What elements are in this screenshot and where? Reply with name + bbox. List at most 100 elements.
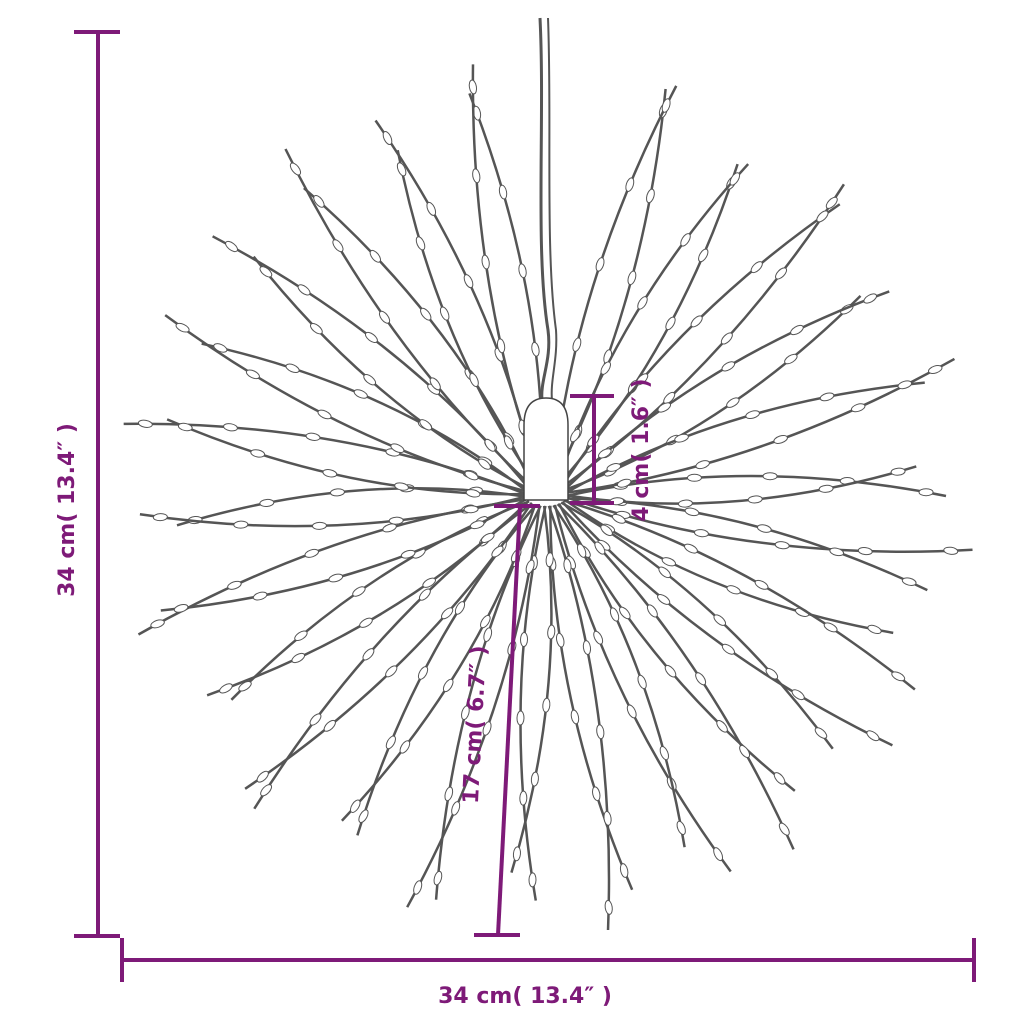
led-bulb: [928, 365, 943, 374]
led-bulb: [516, 710, 525, 726]
center-cap: [523, 397, 569, 501]
led-bulb: [600, 361, 611, 375]
led-bulb: [775, 267, 788, 280]
light-ray: [557, 503, 796, 792]
led-bulb: [496, 338, 506, 354]
led-bulb: [369, 249, 381, 263]
led-bulb: [400, 549, 416, 559]
led-bulb: [461, 705, 470, 721]
led-bulb: [680, 233, 691, 247]
led-bulb: [480, 532, 495, 543]
led-bulb: [825, 196, 838, 209]
light-ray: [374, 119, 539, 488]
led-bulb: [664, 664, 677, 678]
cap-height-dimension: 4 cm( 1.6″ ): [570, 378, 654, 522]
led-bulb: [576, 543, 587, 558]
led-bulb: [713, 847, 724, 862]
led-bulb: [238, 680, 252, 692]
led-bulb: [468, 79, 478, 95]
led-bulb: [582, 640, 592, 655]
led-bulb: [480, 614, 491, 629]
led-bulb: [323, 719, 336, 732]
led-bulb: [729, 172, 741, 186]
led-bulb: [382, 523, 397, 533]
led-bulb: [310, 323, 323, 335]
led-bulb: [570, 709, 580, 725]
led-bulb: [433, 870, 443, 886]
led-bulb: [478, 458, 491, 470]
led-bulb: [352, 586, 366, 597]
light-ray: [559, 203, 841, 490]
led-bulb: [857, 546, 873, 556]
light-ray: [201, 342, 529, 494]
led-bulb: [676, 820, 686, 836]
led-bulb: [441, 607, 454, 620]
power-cable: [538, 17, 551, 401]
led-bulb: [745, 410, 760, 420]
led-bulb: [600, 524, 613, 537]
led-bulb: [396, 162, 407, 177]
led-bulb: [713, 614, 727, 626]
led-bulb: [823, 622, 838, 633]
led-bulb: [454, 601, 466, 615]
led-bulb: [297, 284, 311, 296]
led-bulb: [491, 545, 504, 558]
led-bulb: [252, 591, 268, 601]
light-ray: [563, 499, 916, 691]
led-bulb: [818, 484, 834, 493]
led-bulb: [716, 720, 728, 733]
led-bulb: [819, 392, 835, 402]
height-label: 34 cm( 13.4″ ): [55, 423, 80, 597]
led-bulb: [530, 771, 539, 787]
led-bulb: [890, 467, 906, 476]
led-bulb: [353, 389, 368, 399]
led-bulb: [463, 505, 479, 514]
led-bulb: [658, 566, 671, 579]
led-bulb: [173, 603, 189, 613]
led-bulb: [867, 624, 882, 635]
led-bulb: [363, 374, 377, 386]
led-bulb: [388, 516, 404, 525]
led-bulb: [518, 263, 527, 279]
led-bulb: [177, 422, 193, 432]
led-bulb: [150, 619, 165, 629]
led-bulb: [451, 801, 461, 816]
led-bulb: [661, 98, 671, 113]
led-bulb: [684, 507, 700, 517]
led-bulb: [747, 495, 763, 504]
width-label: 34 cm( 13.4″ ): [438, 984, 612, 1009]
led-bulb: [483, 627, 493, 643]
led-bulb: [422, 577, 436, 588]
light-ray: [562, 290, 890, 492]
led-bulb: [816, 210, 829, 223]
led-bulb: [619, 606, 631, 620]
led-bulb: [390, 443, 405, 454]
led-bulb: [814, 727, 828, 739]
led-bulb: [472, 168, 481, 184]
led-bulb: [918, 488, 934, 497]
led-bulb: [563, 558, 572, 574]
led-bulb: [646, 188, 655, 204]
led-bulb: [570, 428, 581, 443]
led-bulb: [328, 573, 344, 583]
led-bulb: [625, 177, 635, 192]
led-bulb: [677, 499, 693, 508]
led-bulb: [637, 674, 647, 690]
led-bulb: [721, 361, 736, 372]
led-bulb: [674, 433, 689, 443]
led-bulb: [305, 432, 321, 441]
led-bulb: [525, 559, 535, 575]
led-bulb: [897, 380, 913, 390]
led-bulb: [175, 322, 190, 333]
led-bulb: [289, 162, 302, 176]
light-ray: [552, 504, 686, 848]
led-bulb: [616, 478, 632, 488]
led-bulb: [503, 435, 514, 450]
led-bulb: [520, 632, 529, 648]
led-bulb: [765, 667, 779, 680]
led-bulb: [665, 316, 676, 331]
led-bulb: [790, 324, 804, 336]
led-bulb: [866, 730, 880, 742]
led-bulb: [659, 745, 669, 761]
